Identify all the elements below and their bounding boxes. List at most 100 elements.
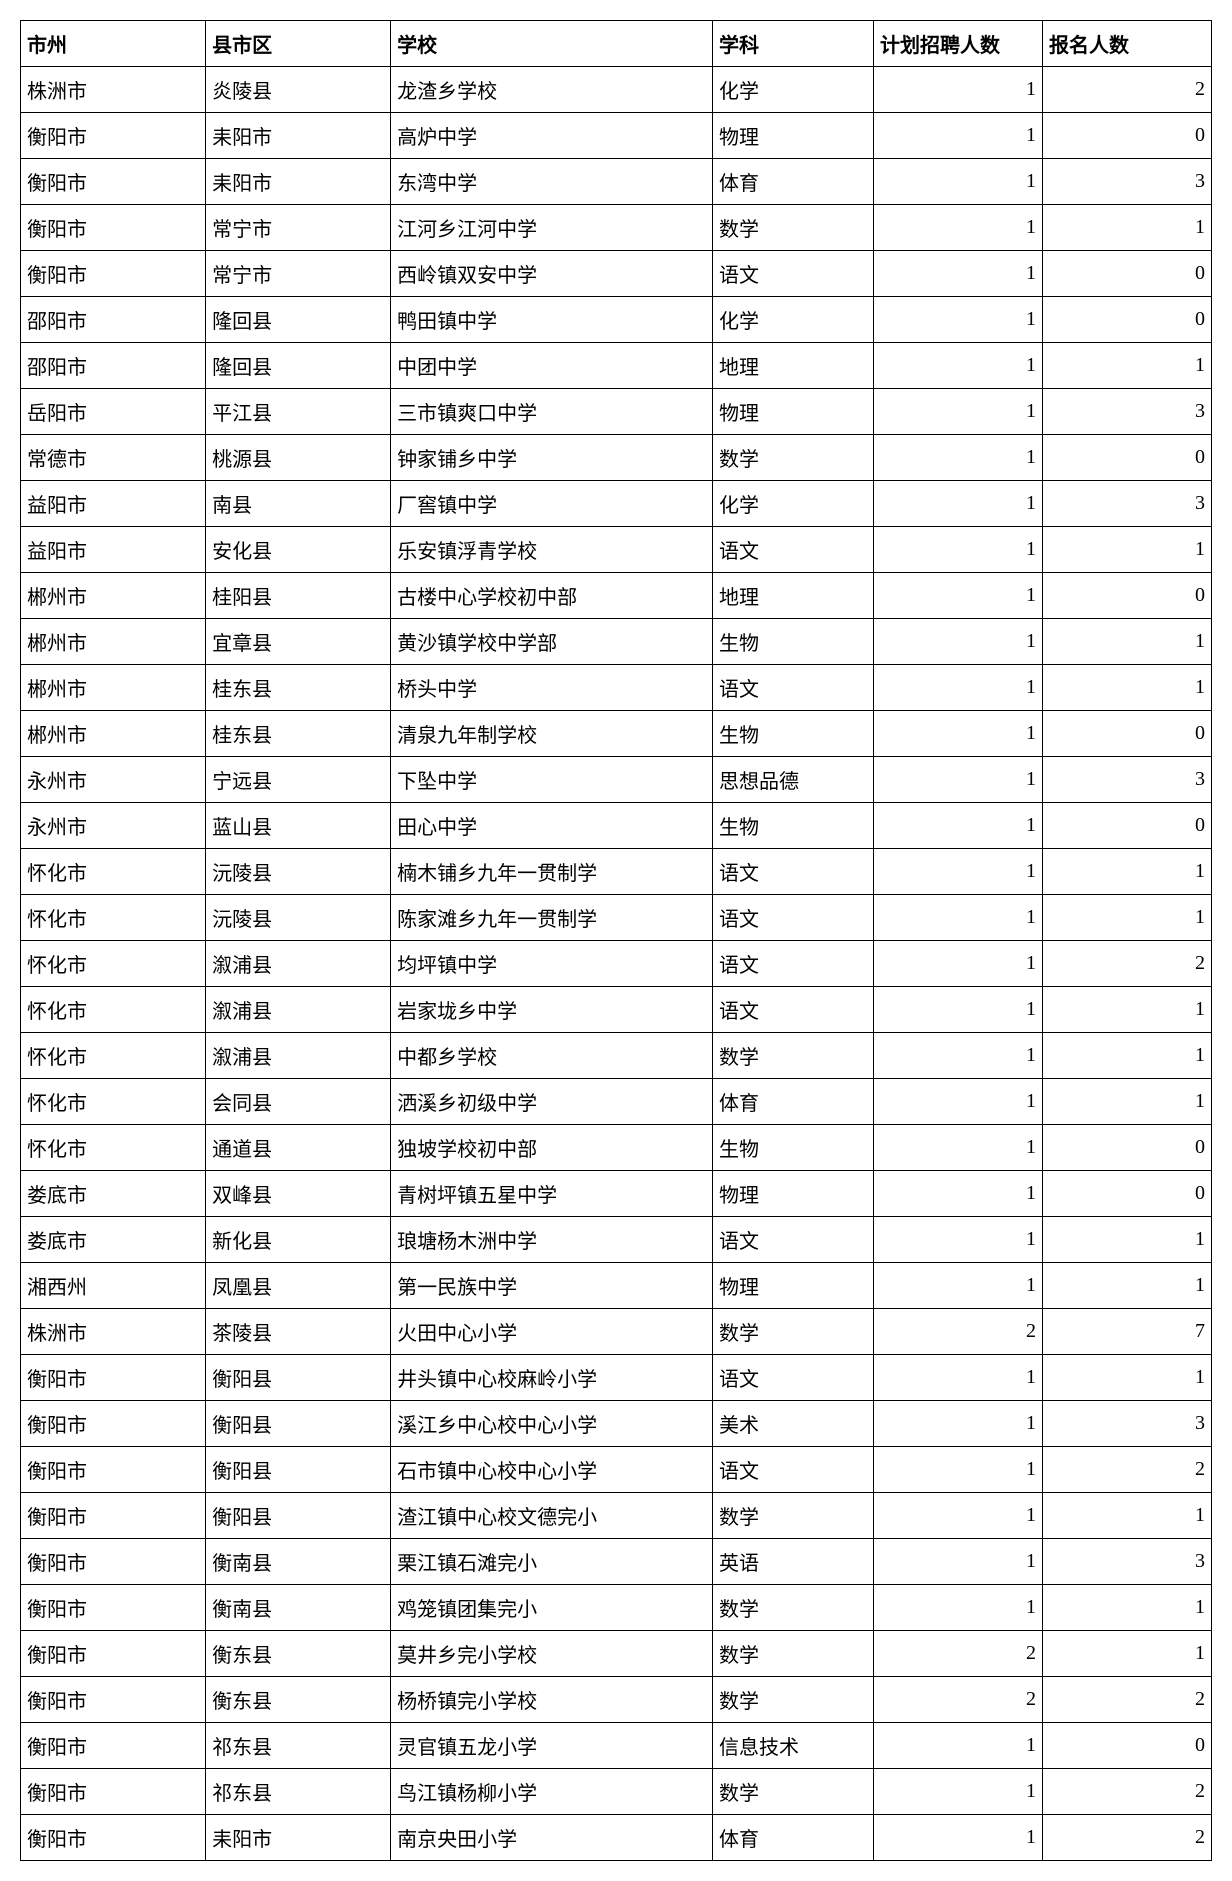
cell-register: 1: [1042, 665, 1211, 711]
cell-school: 清泉九年制学校: [391, 711, 713, 757]
cell-city: 衡阳市: [21, 1815, 206, 1861]
header-county: 县市区: [206, 21, 391, 67]
table-row: 郴州市宜章县黄沙镇学校中学部生物11: [21, 619, 1212, 665]
cell-school: 火田中心小学: [391, 1309, 713, 1355]
cell-register: 0: [1042, 573, 1211, 619]
cell-plan: 1: [873, 67, 1042, 113]
cell-county: 宁远县: [206, 757, 391, 803]
cell-plan: 1: [873, 1033, 1042, 1079]
cell-register: 1: [1042, 1033, 1211, 1079]
cell-city: 永州市: [21, 803, 206, 849]
cell-city: 怀化市: [21, 895, 206, 941]
cell-plan: 1: [873, 435, 1042, 481]
cell-county: 炎陵县: [206, 67, 391, 113]
cell-subject: 体育: [713, 159, 874, 205]
cell-school: 楠木铺乡九年一贯制学: [391, 849, 713, 895]
cell-school: 江河乡江河中学: [391, 205, 713, 251]
table-row: 怀化市溆浦县均坪镇中学语文12: [21, 941, 1212, 987]
cell-school: 鸡笼镇团集完小: [391, 1585, 713, 1631]
cell-school: 陈家滩乡九年一贯制学: [391, 895, 713, 941]
cell-register: 2: [1042, 67, 1211, 113]
cell-county: 南县: [206, 481, 391, 527]
cell-school: 西岭镇双安中学: [391, 251, 713, 297]
table-header-row: 市州 县市区 学校 学科 计划招聘人数 报名人数: [21, 21, 1212, 67]
cell-school: 青树坪镇五星中学: [391, 1171, 713, 1217]
cell-school: 南京央田小学: [391, 1815, 713, 1861]
cell-register: 1: [1042, 987, 1211, 1033]
cell-city: 衡阳市: [21, 1585, 206, 1631]
cell-subject: 信息技术: [713, 1723, 874, 1769]
cell-plan: 1: [873, 665, 1042, 711]
cell-register: 1: [1042, 205, 1211, 251]
cell-school: 田心中学: [391, 803, 713, 849]
cell-plan: 1: [873, 159, 1042, 205]
cell-county: 沅陵县: [206, 895, 391, 941]
cell-county: 衡东县: [206, 1677, 391, 1723]
cell-city: 衡阳市: [21, 1631, 206, 1677]
cell-county: 双峰县: [206, 1171, 391, 1217]
cell-subject: 生物: [713, 1125, 874, 1171]
cell-register: 0: [1042, 1723, 1211, 1769]
cell-subject: 语文: [713, 665, 874, 711]
table-row: 衡阳市耒阳市高炉中学物理10: [21, 113, 1212, 159]
table-row: 衡阳市衡阳县溪江乡中心校中心小学美术13: [21, 1401, 1212, 1447]
cell-subject: 生物: [713, 619, 874, 665]
cell-county: 宜章县: [206, 619, 391, 665]
cell-plan: 1: [873, 895, 1042, 941]
table-row: 株洲市炎陵县龙渣乡学校化学12: [21, 67, 1212, 113]
cell-plan: 1: [873, 1263, 1042, 1309]
cell-subject: 语文: [713, 251, 874, 297]
recruitment-table: 市州 县市区 学校 学科 计划招聘人数 报名人数 株洲市炎陵县龙渣乡学校化学12…: [20, 20, 1212, 1861]
cell-county: 桂阳县: [206, 573, 391, 619]
cell-register: 0: [1042, 803, 1211, 849]
cell-plan: 1: [873, 1171, 1042, 1217]
cell-city: 怀化市: [21, 1079, 206, 1125]
cell-plan: 1: [873, 757, 1042, 803]
cell-school: 乐安镇浮青学校: [391, 527, 713, 573]
cell-county: 平江县: [206, 389, 391, 435]
cell-subject: 体育: [713, 1079, 874, 1125]
table-row: 衡阳市常宁市西岭镇双安中学语文10: [21, 251, 1212, 297]
table-row: 邵阳市隆回县鸭田镇中学化学10: [21, 297, 1212, 343]
cell-subject: 数学: [713, 1033, 874, 1079]
cell-school: 鸟江镇杨柳小学: [391, 1769, 713, 1815]
cell-plan: 1: [873, 1539, 1042, 1585]
cell-school: 钟家铺乡中学: [391, 435, 713, 481]
cell-plan: 1: [873, 481, 1042, 527]
table-row: 娄底市双峰县青树坪镇五星中学物理10: [21, 1171, 1212, 1217]
cell-city: 衡阳市: [21, 205, 206, 251]
cell-city: 益阳市: [21, 527, 206, 573]
header-school: 学校: [391, 21, 713, 67]
cell-plan: 1: [873, 389, 1042, 435]
header-city: 市州: [21, 21, 206, 67]
cell-subject: 美术: [713, 1401, 874, 1447]
cell-county: 耒阳市: [206, 113, 391, 159]
table-row: 衡阳市衡东县莫井乡完小学校数学21: [21, 1631, 1212, 1677]
cell-city: 株洲市: [21, 1309, 206, 1355]
cell-school: 高炉中学: [391, 113, 713, 159]
cell-county: 沅陵县: [206, 849, 391, 895]
cell-plan: 1: [873, 343, 1042, 389]
cell-subject: 生物: [713, 711, 874, 757]
cell-school: 第一民族中学: [391, 1263, 713, 1309]
cell-plan: 1: [873, 297, 1042, 343]
cell-school: 井头镇中心校麻岭小学: [391, 1355, 713, 1401]
cell-county: 桂东县: [206, 711, 391, 757]
cell-city: 郴州市: [21, 665, 206, 711]
table-row: 衡阳市祁东县鸟江镇杨柳小学数学12: [21, 1769, 1212, 1815]
cell-subject: 化学: [713, 67, 874, 113]
header-subject: 学科: [713, 21, 874, 67]
cell-city: 邵阳市: [21, 343, 206, 389]
cell-school: 均坪镇中学: [391, 941, 713, 987]
cell-school: 下坠中学: [391, 757, 713, 803]
cell-city: 怀化市: [21, 941, 206, 987]
cell-register: 7: [1042, 1309, 1211, 1355]
table-row: 怀化市溆浦县中都乡学校数学11: [21, 1033, 1212, 1079]
cell-city: 衡阳市: [21, 1447, 206, 1493]
cell-school: 独坡学校初中部: [391, 1125, 713, 1171]
cell-city: 湘西州: [21, 1263, 206, 1309]
cell-register: 3: [1042, 1539, 1211, 1585]
cell-county: 衡东县: [206, 1631, 391, 1677]
cell-city: 郴州市: [21, 711, 206, 757]
cell-county: 衡阳县: [206, 1355, 391, 1401]
